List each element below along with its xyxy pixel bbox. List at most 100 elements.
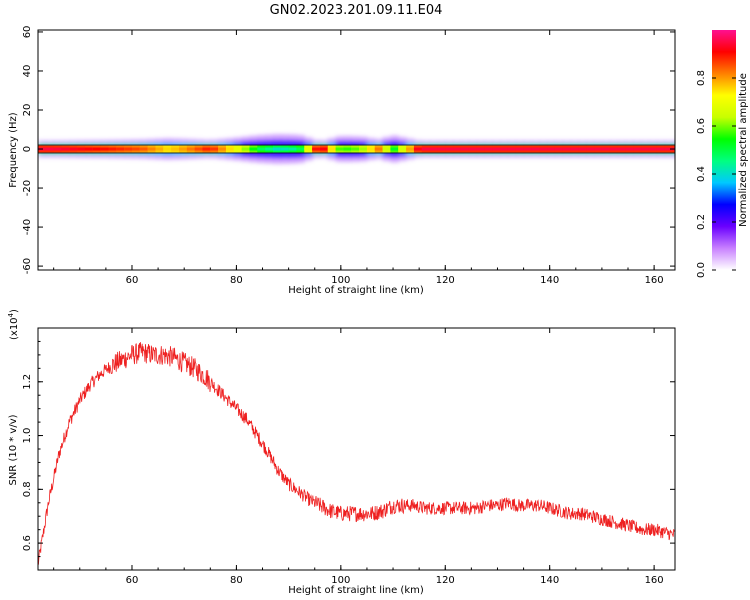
- heatmap-cell: [500, 147, 509, 151]
- heatmap-cell: [100, 147, 110, 151]
- spectrogram-frame: [37, 29, 676, 271]
- figure-title: GN02.2023.201.09.11.E04: [270, 3, 443, 18]
- heatmap-cell: [155, 147, 164, 151]
- heatmap-cell: [304, 147, 313, 151]
- heatmap-cell: [609, 147, 619, 151]
- heatmap-cell: [77, 147, 86, 151]
- heatmap-cell: [406, 147, 415, 151]
- heatmap-cell: [374, 147, 384, 151]
- snr-xtick-label: 80: [230, 575, 243, 586]
- snr-multiplier: (x104): [7, 309, 20, 340]
- heatmap-cell: [366, 147, 376, 151]
- heatmap-cell: [413, 147, 423, 151]
- snr-line: [38, 342, 675, 565]
- heatmap-cell: [194, 147, 204, 151]
- spectrogram-xtick-label: 160: [645, 275, 664, 286]
- spectrogram-xtick-label: 60: [126, 275, 139, 286]
- heatmap-cell: [178, 147, 188, 151]
- colorbar-tick-label: 0.4: [696, 166, 707, 182]
- heatmap-cell: [218, 147, 227, 151]
- heatmap-cell: [319, 147, 329, 151]
- spectrogram-ylabel: Frequency (Hz): [8, 112, 19, 188]
- heatmap-cell: [265, 147, 274, 151]
- heatmap-cell: [507, 147, 517, 151]
- snr-series: [38, 342, 675, 565]
- heatmap-cell: [460, 147, 470, 151]
- heatmap-cell: [531, 147, 540, 151]
- heatmap-cell: [586, 147, 595, 151]
- heatmap-cell: [390, 147, 399, 151]
- spectrogram-ytick-label: -40: [22, 219, 33, 235]
- spectrogram-ytick-label: -20: [22, 180, 33, 196]
- heatmap-cell: [453, 147, 462, 151]
- heatmap-cell: [147, 147, 157, 151]
- heatmap-cell: [594, 147, 603, 151]
- heatmap-cell: [272, 147, 282, 151]
- snr-axes: 60 80 100 120 140 160 0.6 0.8 1.0 1.2: [22, 327, 675, 586]
- spectrogram-xtick-label: 100: [331, 275, 350, 286]
- heatmap-cell: [476, 147, 486, 151]
- heatmap-cell: [108, 147, 117, 151]
- heatmap-cell: [186, 147, 196, 151]
- heatmap-cell: [570, 147, 580, 151]
- heatmap-cell: [233, 147, 243, 151]
- heatmap-cell: [171, 147, 180, 151]
- spectrogram-xtick-label: 120: [436, 275, 455, 286]
- heatmap-cell: [468, 147, 478, 151]
- heatmap-cell: [398, 147, 407, 151]
- heatmap-cell: [296, 147, 305, 151]
- heatmap-cell: [131, 147, 141, 151]
- snr-ytick-label: 0.8: [22, 481, 33, 497]
- heatmap-cell: [61, 147, 70, 151]
- heatmap-cell: [664, 147, 673, 151]
- snr-ytick-label: 1.0: [22, 428, 33, 444]
- snr-ytick-label: 0.6: [22, 535, 33, 551]
- heatmap-cell: [656, 147, 666, 151]
- snr-xlabel: Height of straight line (km): [288, 585, 424, 596]
- heatmap-cell: [139, 147, 149, 151]
- snr-xtick-label: 140: [540, 575, 559, 586]
- heatmap-cell: [53, 147, 63, 151]
- heatmap-cell: [92, 147, 102, 151]
- spectrogram-panel: 60 80 100 120 140 160 -60 -40 -20 0 20 40 60 Frequen…: [8, 26, 676, 296]
- heatmap-cell: [312, 147, 321, 151]
- colorbar: 0.0 0.2 0.4 0.6 0.8 Normalized spectral ampl…: [696, 30, 749, 278]
- snr-panel: 60 80 100 120 140 160 0.6 0.8 1.0 1.2 SNR (10 * v…: [7, 309, 676, 596]
- heatmap-cell: [617, 147, 626, 151]
- heatmap-cell: [116, 147, 125, 151]
- heatmap-cell: [351, 147, 360, 151]
- heatmap-cell: [124, 147, 133, 151]
- colorbar-tick-label: 0.0: [696, 262, 707, 278]
- heatmap-cell: [327, 147, 337, 151]
- snr-xtick-label: 60: [126, 575, 139, 586]
- snr-multiplier-exponent: 4: [7, 312, 15, 317]
- snr-xtick-label: 100: [331, 575, 350, 586]
- colorbar-tick-label: 0.8: [696, 70, 707, 86]
- heatmap-cell: [523, 147, 533, 151]
- heatmap-cell: [547, 147, 556, 151]
- heatmap-cell: [445, 147, 454, 151]
- snr-ylabel: SNR (10 * v/v): [8, 414, 19, 485]
- colorbar-gradient: [712, 30, 736, 270]
- spectrogram-ytick-label: 40: [22, 65, 33, 78]
- colorbar-tick-label: 0.6: [696, 118, 707, 134]
- heatmap-cell: [648, 147, 658, 151]
- snr-xtick-label: 120: [436, 575, 455, 586]
- heatmap-cell: [641, 147, 650, 151]
- heatmap-cell: [539, 147, 548, 151]
- snr-plot-area: [38, 328, 675, 570]
- heatmap-cell: [633, 147, 642, 151]
- heatmap-cell: [625, 147, 634, 151]
- heatmap-cell: [421, 147, 431, 151]
- heatmap-cell: [492, 147, 501, 151]
- heatmap-cell: [84, 147, 94, 151]
- colorbar-label: Normalized spectral amplitude: [738, 73, 749, 227]
- spectrogram-ytick-label: 0: [22, 146, 33, 152]
- heatmap-cell: [484, 147, 493, 151]
- spectrogram-xlabel: Height of straight line (km): [288, 285, 424, 296]
- heatmap-cell: [210, 147, 219, 151]
- heatmap-cell: [335, 147, 345, 151]
- heatmap-cell: [429, 147, 439, 151]
- spectrogram-axes: 60 80 100 120 140 160 -60 -40 -20 0 20 40 60: [22, 26, 675, 286]
